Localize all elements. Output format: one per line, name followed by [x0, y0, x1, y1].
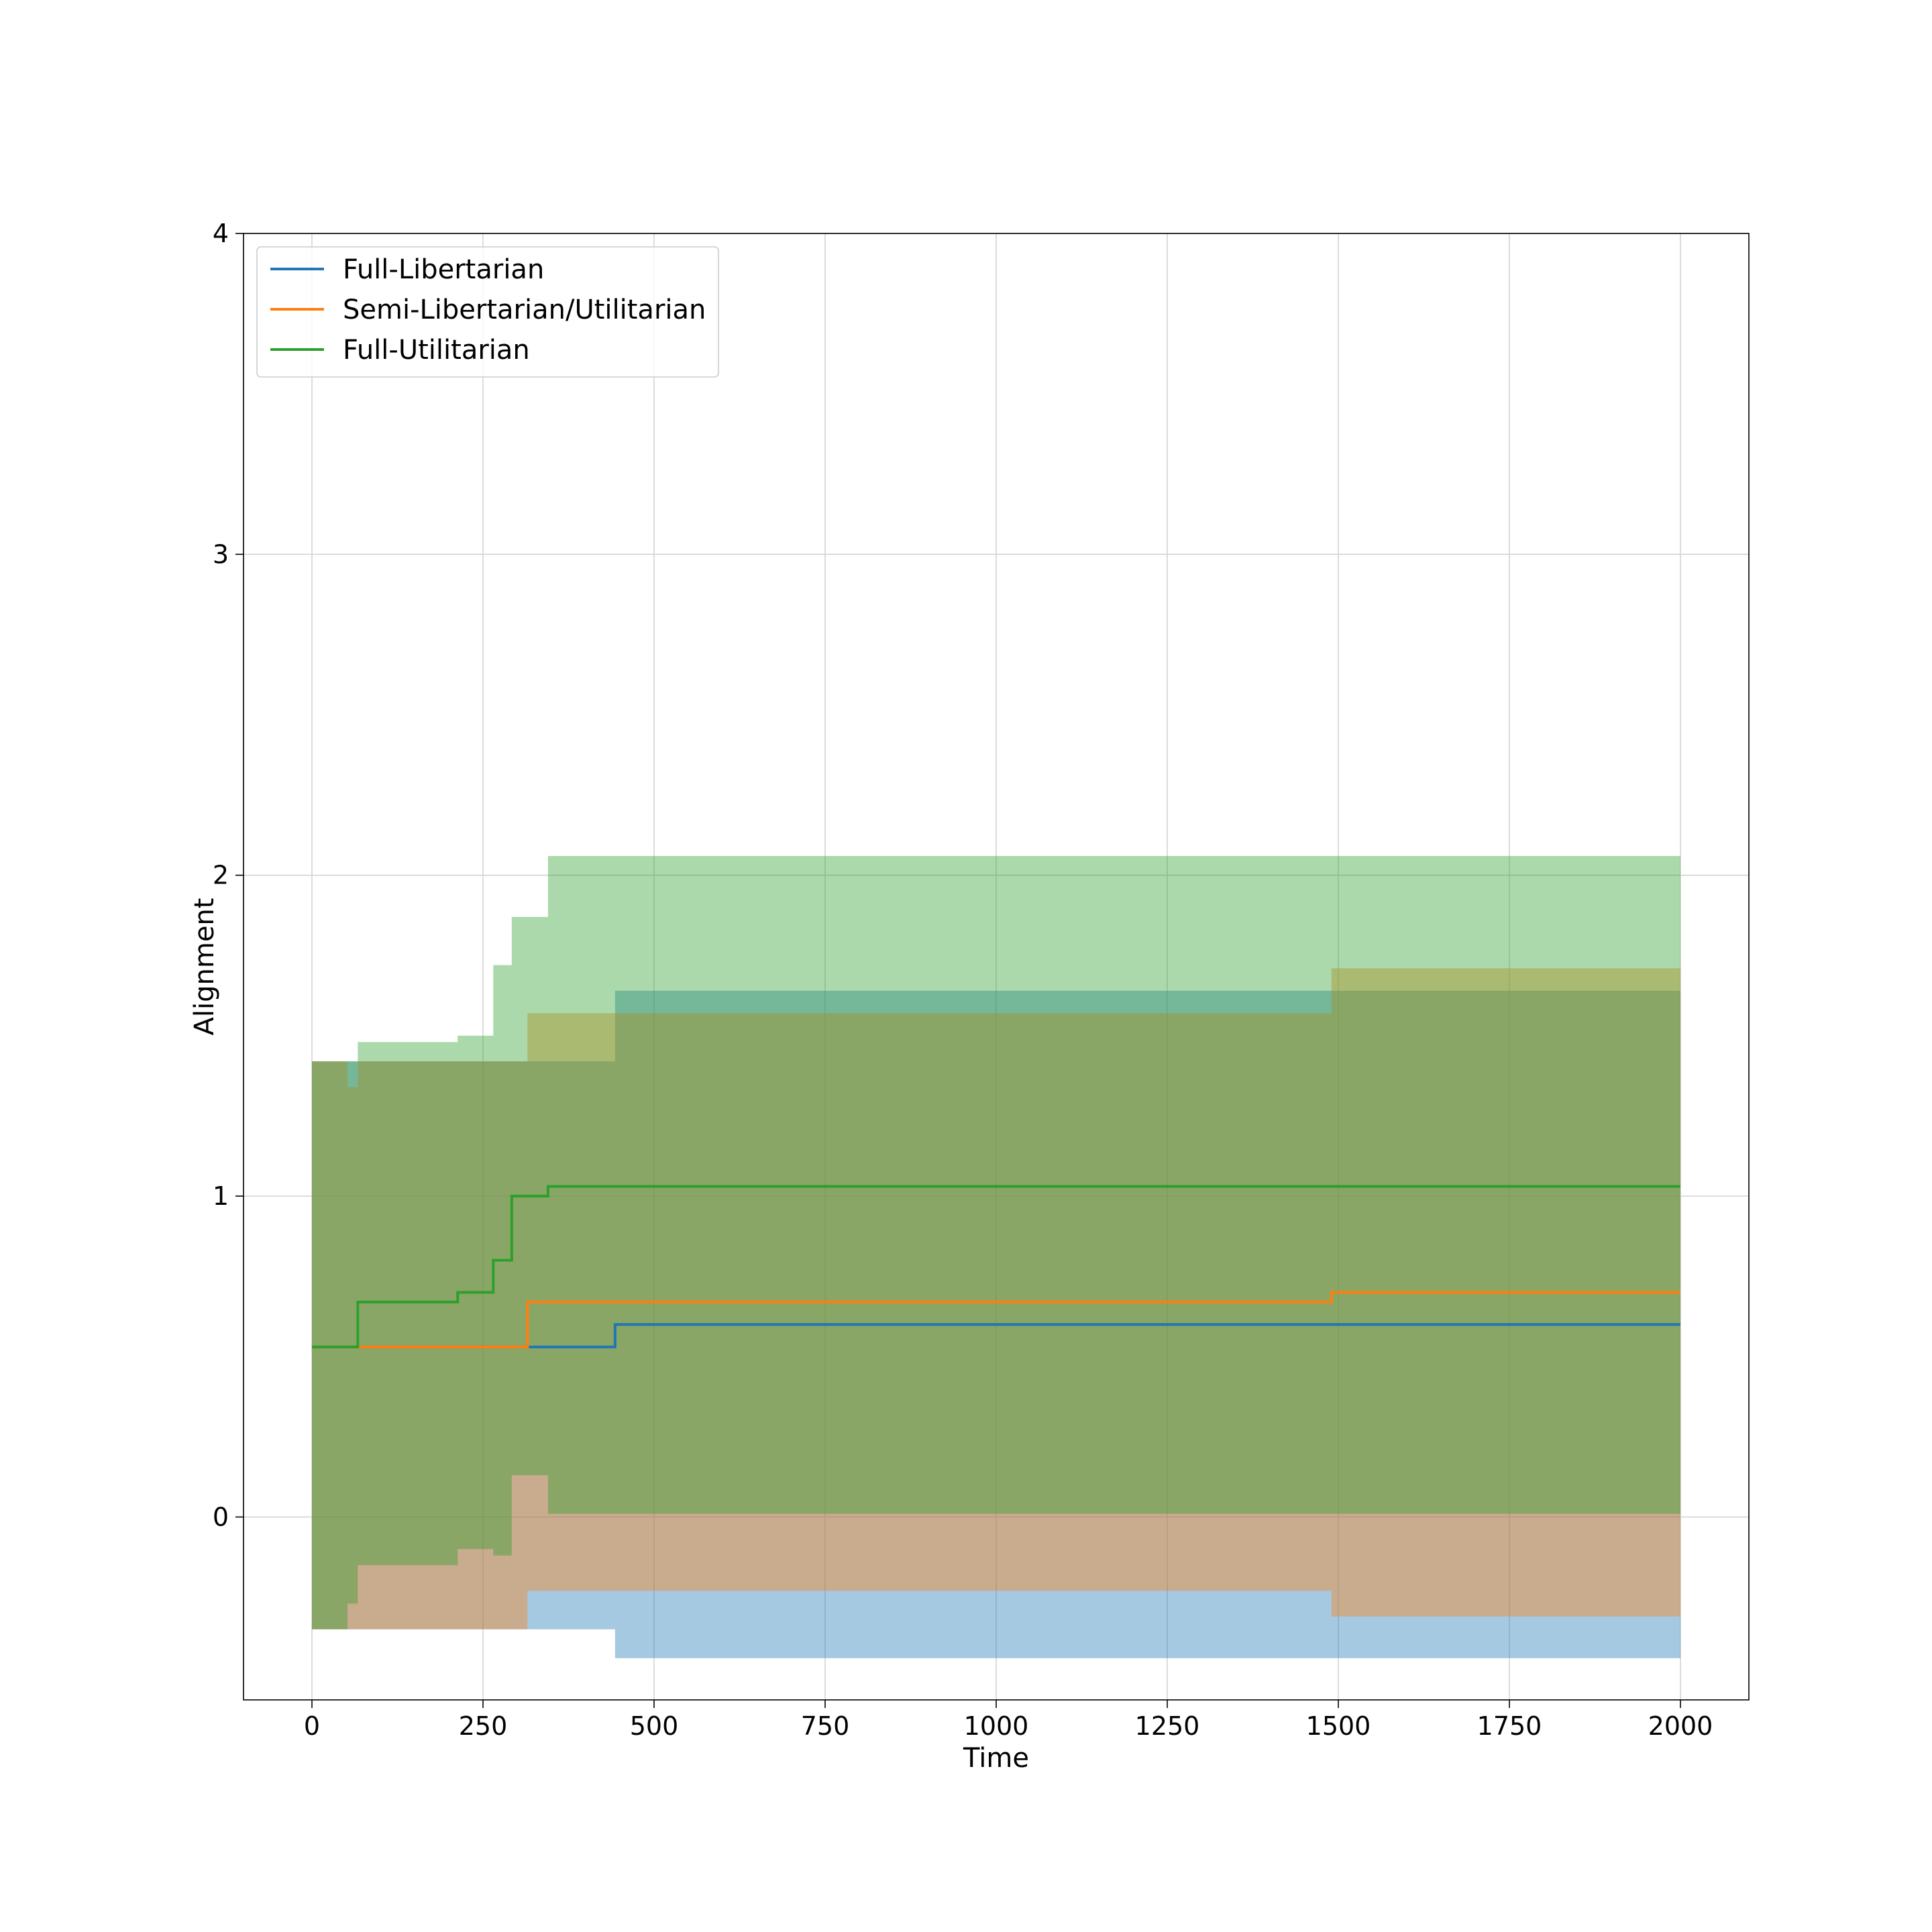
x-tick-label: 2000	[1648, 1711, 1713, 1741]
y-tick-label: 0	[213, 1502, 229, 1532]
y-tick-label: 4	[213, 219, 229, 248]
axis-ticks: 0 250 500 750 1000 1250 1500 1750 2000 0 1 2 3 4	[213, 219, 1713, 1741]
x-tick-label: 1250	[1135, 1711, 1200, 1741]
series-line-2	[312, 1291, 1680, 1348]
y-axis-label: Alignment	[189, 898, 220, 1036]
x-axis-label: Time	[963, 1743, 1029, 1774]
x-tick-label: 0	[304, 1711, 320, 1741]
x-tick-label: 1500	[1306, 1711, 1371, 1741]
x-tick-label: 250	[459, 1711, 508, 1741]
band-3	[312, 855, 1680, 1629]
confidence-bands	[312, 855, 1680, 1658]
legend-entry: Full-Libertarian	[343, 254, 544, 285]
y-tick-label: 3	[213, 539, 229, 569]
series-line-3	[312, 1185, 1680, 1348]
x-tick-label: 750	[801, 1711, 850, 1741]
y-tick-label: 2	[213, 861, 229, 890]
legend: Full-Libertarian Semi-Libertarian/Utilita…	[256, 246, 719, 378]
band-2	[312, 968, 1680, 1629]
legend-entry: Full-Utilitarian	[343, 335, 530, 366]
x-tick-label: 500	[630, 1711, 679, 1741]
legend-entry: Semi-Libertarian/Utilitarian	[343, 294, 706, 325]
x-tick-label: 1000	[964, 1711, 1029, 1741]
legend-box	[256, 246, 719, 378]
x-tick-label: 1750	[1477, 1711, 1542, 1741]
y-tick-label: 1	[213, 1181, 229, 1211]
mean-lines	[312, 1185, 1680, 1348]
